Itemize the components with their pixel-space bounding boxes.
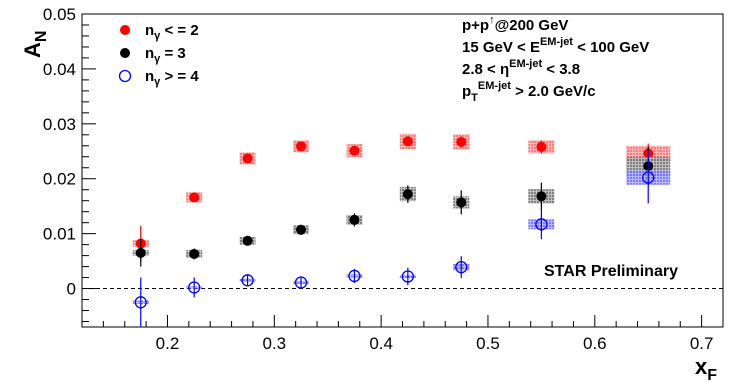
y-tick-label: 0.03 <box>43 115 76 134</box>
data-point <box>134 296 147 309</box>
info-line: p+p↑@200 GeV <box>462 14 568 34</box>
series-1 <box>132 146 671 267</box>
x-axis-title-sub: F <box>707 367 717 383</box>
data-point <box>536 141 547 152</box>
x-tick-label: 0.2 <box>156 334 180 353</box>
legend-label: nγ = 3 <box>145 45 186 65</box>
data-point <box>456 136 467 147</box>
data-point <box>642 171 655 184</box>
info-line: 15 GeV < EEM-jet < 100 GeV <box>462 36 649 56</box>
series-2 <box>132 151 671 327</box>
y-tick-label: 0.02 <box>43 170 76 189</box>
legend-marker <box>120 48 130 58</box>
x-tick-label: 0.6 <box>583 334 607 353</box>
legend-label: nγ > = 4 <box>145 68 199 88</box>
data-point <box>456 197 467 208</box>
data-point <box>348 269 361 283</box>
data-point <box>189 192 200 203</box>
preliminary-label: STAR Preliminary <box>544 263 678 280</box>
data-point <box>402 136 413 147</box>
x-tick-label: 0.5 <box>476 334 500 353</box>
data-point <box>296 141 307 152</box>
data-series-layer <box>132 133 671 327</box>
data-point <box>536 191 547 202</box>
x-tick-label: 0.4 <box>369 334 393 353</box>
y-axis-title-main: A <box>20 42 45 58</box>
legend: nγ < = 2 nγ = 3 nγ > = 4 <box>118 22 199 88</box>
data-point <box>242 235 253 246</box>
data-point <box>535 218 548 231</box>
data-point <box>401 270 414 283</box>
y-tick-label: 0.05 <box>43 5 76 24</box>
x-axis-title-main: x <box>695 354 708 379</box>
data-point <box>135 247 146 258</box>
data-point <box>402 189 413 200</box>
data-point <box>189 248 200 259</box>
data-point <box>455 260 468 274</box>
legend-marker <box>118 69 132 83</box>
x-tick-label: 0.7 <box>690 334 714 353</box>
y-tick-label: 0.04 <box>43 60 76 79</box>
y-tick-label: 0 <box>67 280 76 299</box>
data-point <box>296 224 307 235</box>
info-line: 2.8 < ηEM-jet < 3.8 <box>462 58 580 78</box>
y-axis-ticks: 0 0.01 0.02 0.03 0.04 0.05 <box>43 5 96 323</box>
legend-marker <box>120 25 130 35</box>
y-tick-label: 0.01 <box>43 225 76 244</box>
data-point <box>241 274 254 287</box>
data-point <box>349 214 360 225</box>
legend-label: nγ < = 2 <box>145 22 199 42</box>
data-point <box>294 276 308 289</box>
data-point <box>349 145 360 156</box>
info-line: pTEM-jet > 2.0 GeV/c <box>462 80 596 104</box>
y-axis-title-sub: N <box>33 31 50 43</box>
x-axis-title: xF <box>695 354 717 383</box>
y-axis-title: AN <box>20 31 50 58</box>
data-point <box>242 153 253 164</box>
x-axis-ticks: 0.2 0.3 0.4 0.5 0.6 0.7 <box>81 315 724 353</box>
x-tick-label: 0.3 <box>262 334 286 353</box>
data-point <box>188 281 201 294</box>
